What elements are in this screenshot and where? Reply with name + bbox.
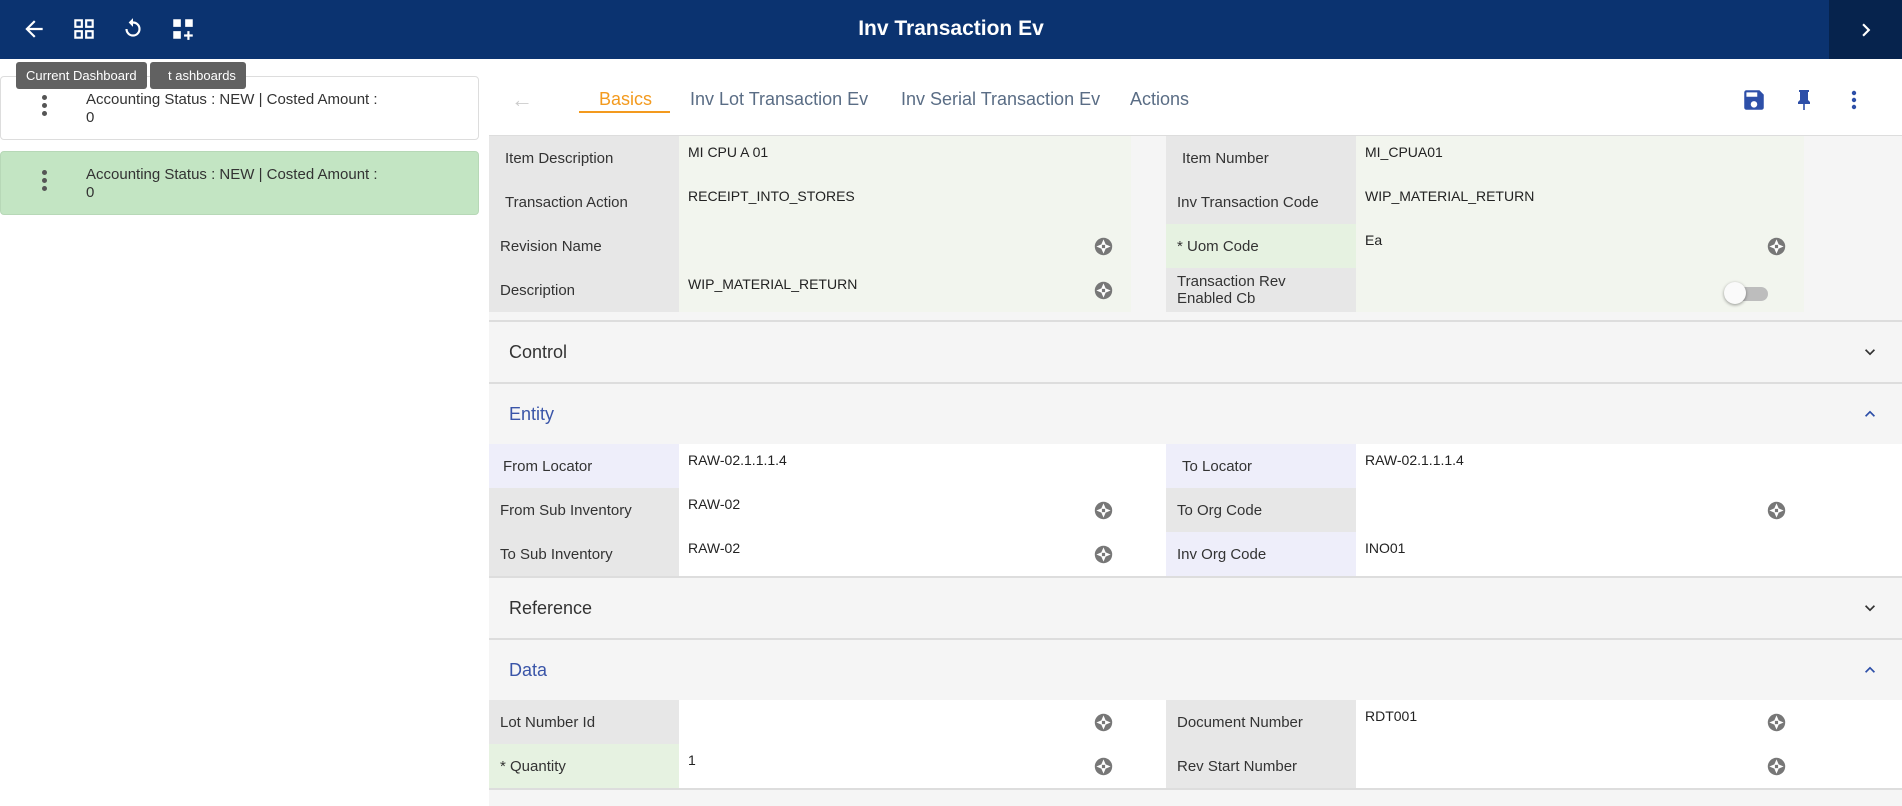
- active-tab-underline: [579, 111, 670, 113]
- rev-start-number-value[interactable]: [1356, 744, 1804, 788]
- control-section-header[interactable]: Control: [489, 320, 1902, 382]
- top-bar: Inv Transaction Ev: [0, 0, 1902, 59]
- inv-transaction-code-value[interactable]: WIP_MATERIAL_RETURN: [1356, 180, 1804, 224]
- to-locator-value[interactable]: RAW-02.1.1.1.4: [1356, 444, 1804, 488]
- uom-code-value[interactable]: Ea: [1356, 224, 1804, 268]
- to-org-code-value[interactable]: [1356, 488, 1804, 532]
- uom-code-field: * Uom Code Ea: [1166, 224, 1804, 268]
- revision-name-value[interactable]: [679, 224, 1131, 268]
- item-description-field: Item Description MI CPU A 01: [489, 136, 1131, 180]
- left-record-list: Accounting Status : NEW | Costed Amount …: [0, 59, 480, 806]
- list-item-value: 0: [86, 184, 95, 201]
- quantity-field: * Quantity 1: [489, 744, 1131, 788]
- list-item-value: 0: [86, 109, 95, 126]
- save-icon[interactable]: [1739, 85, 1769, 115]
- chevron-down-icon: [1865, 349, 1875, 356]
- inv-org-code-value[interactable]: INO01: [1356, 532, 1804, 576]
- refresh-icon[interactable]: [118, 14, 148, 44]
- pin-icon[interactable]: [1789, 85, 1819, 115]
- back-arrow-icon[interactable]: [19, 14, 49, 44]
- tab-inv-serial-transaction[interactable]: Inv Serial Transaction Ev: [901, 89, 1101, 109]
- to-org-code-field: To Org Code: [1166, 488, 1804, 532]
- from-locator-field: From Locator RAW-02.1.1.1.4: [489, 444, 1131, 488]
- add-dashboard-icon[interactable]: [168, 14, 198, 44]
- aperture-icon[interactable]: [1767, 713, 1786, 732]
- from-sub-inventory-value[interactable]: RAW-02: [679, 488, 1131, 532]
- inv-transaction-code-field: Inv Transaction Code WIP_MATERIAL_RETURN: [1166, 180, 1804, 224]
- item-number-value[interactable]: MI_CPUA01: [1356, 136, 1804, 180]
- more-vert-icon[interactable]: [39, 170, 49, 196]
- from-locator-value[interactable]: RAW-02.1.1.1.4: [679, 444, 1131, 488]
- more-vert-icon[interactable]: [1839, 85, 1869, 115]
- transaction-rev-label-2: Enabled Cb: [1177, 290, 1256, 307]
- tab-inv-lot-transaction[interactable]: Inv Lot Transaction Ev: [690, 89, 869, 109]
- chevron-down-icon: [1865, 605, 1875, 612]
- transaction-rev-toggle[interactable]: [1724, 282, 1768, 304]
- back-arrow-icon[interactable]: ←: [511, 87, 533, 112]
- tooltip-current-dashboard: Current Dashboard: [16, 62, 147, 89]
- data-section: Lot Number Id Document Number RDT001 * Q…: [489, 700, 1902, 788]
- entity-section: From Locator RAW-02.1.1.1.4 To Locator R…: [489, 444, 1902, 576]
- tab-basics[interactable]: Basics: [599, 89, 653, 109]
- aperture-icon[interactable]: [1094, 281, 1113, 300]
- tab-actions[interactable]: Actions: [1130, 89, 1190, 109]
- chevron-up-icon: [1865, 410, 1875, 417]
- lot-number-id-value[interactable]: [679, 700, 1131, 744]
- aperture-icon[interactable]: [1767, 757, 1786, 776]
- item-description-value[interactable]: MI CPU A 01: [679, 136, 1131, 180]
- inv-org-code-field: Inv Org Code INO01: [1166, 532, 1804, 576]
- dashboard-icon[interactable]: [69, 14, 99, 44]
- document-number-field: Document Number RDT001: [1166, 700, 1804, 744]
- detail-panel: ← Basics Inv Lot Transaction Ev Inv Seri…: [489, 59, 1902, 806]
- list-item-selected[interactable]: Accounting Status : NEW | Costed Amount …: [0, 151, 479, 215]
- aperture-icon[interactable]: [1094, 237, 1113, 256]
- list-item-text: Accounting Status : NEW | Costed Amount …: [86, 91, 378, 108]
- to-sub-inventory-field: To Sub Inventory RAW-02: [489, 532, 1131, 576]
- to-locator-field: To Locator RAW-02.1.1.1.4: [1166, 444, 1804, 488]
- next-panel-button[interactable]: [1829, 0, 1902, 59]
- rev-start-number-field: Rev Start Number: [1166, 744, 1804, 788]
- data-section-header[interactable]: Data: [489, 638, 1902, 700]
- aperture-icon[interactable]: [1094, 713, 1113, 732]
- description-value[interactable]: WIP_MATERIAL_RETURN: [679, 268, 1131, 312]
- entity-section-header[interactable]: Entity: [489, 382, 1902, 444]
- transaction-rev-enabled-field: Transaction Rev Enabled Cb: [1166, 268, 1804, 312]
- aperture-icon[interactable]: [1767, 501, 1786, 520]
- tab-bar: ← Basics Inv Lot Transaction Ev Inv Seri…: [489, 59, 1902, 135]
- list-item-text: Accounting Status : NEW | Costed Amount …: [86, 166, 378, 183]
- aperture-icon[interactable]: [1767, 237, 1786, 256]
- basics-section: Item Description MI CPU A 01 Item Number…: [489, 135, 1902, 320]
- aperture-icon[interactable]: [1094, 757, 1113, 776]
- aperture-icon[interactable]: [1094, 545, 1113, 564]
- tooltip-behind: t ashboards: [150, 62, 246, 89]
- from-sub-inventory-field: From Sub Inventory RAW-02: [489, 488, 1131, 532]
- transaction-action-value[interactable]: RECEIPT_INTO_STORES: [679, 180, 1131, 224]
- revision-name-field: Revision Name: [489, 224, 1131, 268]
- chevron-up-icon: [1865, 666, 1875, 673]
- more-vert-icon[interactable]: [39, 95, 49, 121]
- page-title: Inv Transaction Ev: [858, 17, 1044, 40]
- quantity-value[interactable]: 1: [679, 744, 1131, 788]
- reference-section-header[interactable]: Reference: [489, 576, 1902, 638]
- transaction-rev-label-1: Transaction Rev: [1177, 273, 1286, 290]
- description-field: Description WIP_MATERIAL_RETURN: [489, 268, 1131, 312]
- lot-number-id-field: Lot Number Id: [489, 700, 1131, 744]
- aperture-icon[interactable]: [1094, 501, 1113, 520]
- to-sub-inventory-value[interactable]: RAW-02: [679, 532, 1131, 576]
- bottom-divider: [489, 788, 1902, 806]
- transaction-action-field: Transaction Action RECEIPT_INTO_STORES: [489, 180, 1131, 224]
- document-number-value[interactable]: RDT001: [1356, 700, 1804, 744]
- chevron-right-icon: [1861, 23, 1870, 36]
- item-number-field: Item Number MI_CPUA01: [1166, 136, 1804, 180]
